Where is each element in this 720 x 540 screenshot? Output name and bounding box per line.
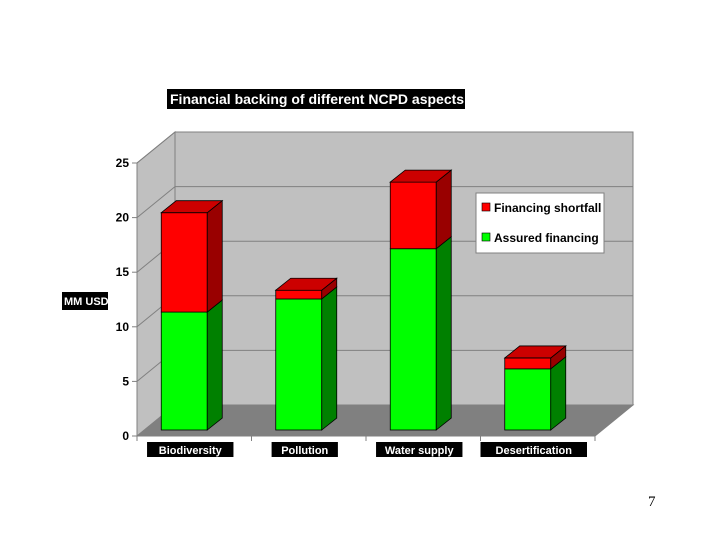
legend-swatch-shortfall [481,202,491,212]
x-label-box [271,442,338,457]
bars [160,169,567,431]
y-axis-label: MM USD [64,296,109,308]
bar-front [160,212,208,313]
bar-front [389,248,437,431]
bar-side [206,199,223,313]
x-label-box [376,442,463,457]
bar-side [435,169,452,250]
x-tick-label: Water supply [385,445,455,457]
x-label-box [147,442,234,457]
bar-side [206,299,223,431]
bar-front [160,311,208,431]
bar-front [504,357,552,370]
y-axis-label-box: MM USD [62,292,109,310]
chart-title-box: Financial backing of different NCPD aspe… [167,89,465,109]
y-tick-label: 5 [122,374,129,388]
bar-front [275,289,323,300]
x-axis-labels: Biodiversity Pollution Water supply Deserti… [147,442,587,457]
chart-title: Financial backing of different NCPD aspe… [170,91,464,107]
page-number: 7 [648,494,656,510]
bar-top [503,345,567,359]
x-tick-label: Pollution [281,445,328,457]
legend-label-shortfall: Financing shortfall [494,201,601,215]
bar-side [435,235,452,431]
x-label-box [480,442,587,457]
bar-side [321,286,338,431]
x-tick-label: Desertification [496,445,573,457]
legend-swatch-assured [481,232,491,242]
y-tick-label: 10 [116,320,130,334]
y-tick-label: 0 [122,429,129,443]
legend: Financing shortfall Assured financing [475,192,605,254]
x-tick-label: Biodiversity [159,445,223,457]
gridline-side [136,131,176,164]
y-tick-label: 20 [116,211,130,225]
y-tick-label: 15 [116,265,130,279]
legend-label-assured: Assured financing [494,231,599,245]
y-tick-label: 25 [116,156,130,170]
bar-top [389,169,453,183]
bar-side [550,356,567,431]
bar-top [274,277,338,291]
gridline-side [136,186,176,218]
y-axis-ticks: 0 5 10 15 20 25 [116,156,596,443]
bar-front [389,181,437,250]
bar-front [504,368,552,431]
bar-front [275,298,323,431]
bar-top [160,200,224,214]
